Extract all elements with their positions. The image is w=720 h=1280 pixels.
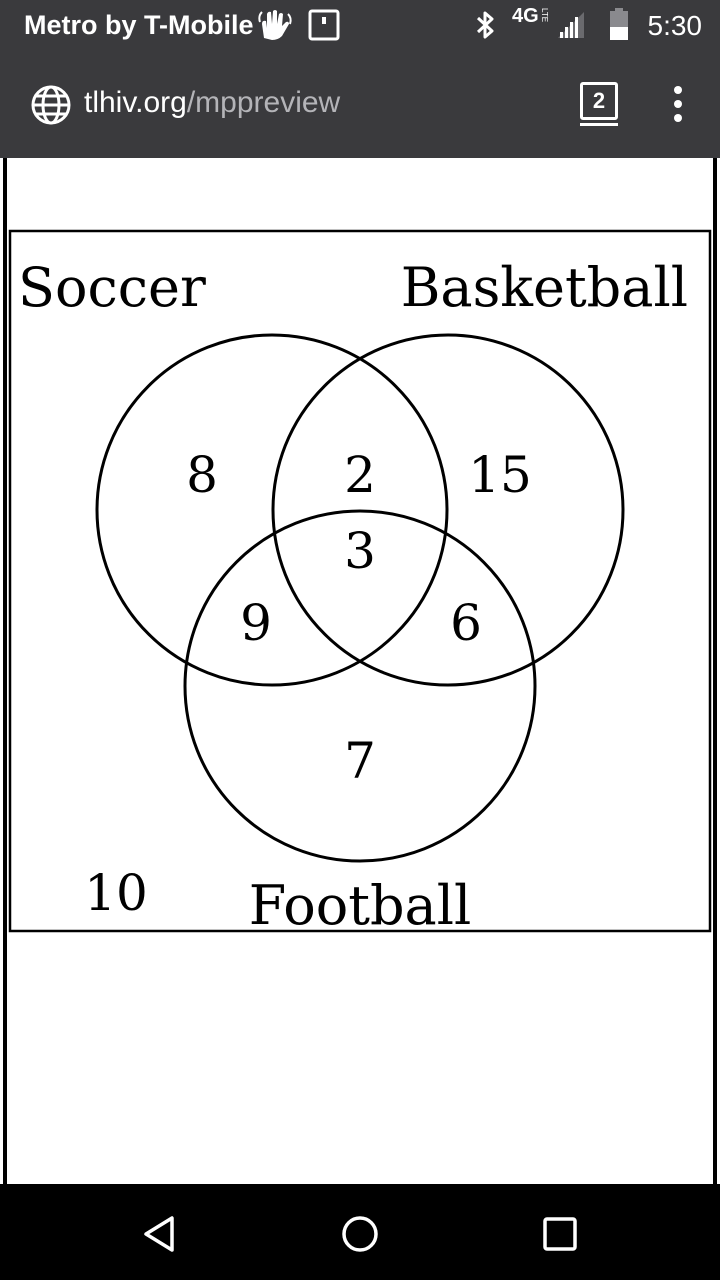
tab-switcher-button[interactable]: 2 <box>580 82 618 120</box>
back-triangle-icon <box>144 1216 174 1252</box>
network-subtype: LTE <box>540 8 549 23</box>
hand-gesture-icon <box>258 10 292 40</box>
universe-box <box>8 229 712 933</box>
page-left-border <box>3 158 7 1184</box>
soccer-circle <box>95 333 449 687</box>
clock: 5:30 <box>647 10 703 41</box>
set-label-basketball: Basketball <box>401 256 688 319</box>
battery-icon <box>610 8 628 40</box>
notification-box-icon <box>308 9 340 41</box>
recents-square-icon <box>543 1217 577 1251</box>
set-label-soccer: Soccer <box>18 256 206 319</box>
venn-diagram: Soccer Basketball Football 8 2 15 3 9 6 … <box>8 229 712 937</box>
region-all-three: 3 <box>344 522 376 580</box>
carrier-name: Metro by T-Mobile <box>24 10 254 40</box>
navigation-bar <box>0 1184 720 1280</box>
network-type: 4G <box>512 5 539 27</box>
bluetooth-icon <box>476 11 494 39</box>
region-soccer-only: 8 <box>186 446 218 504</box>
region-outside: 10 <box>84 864 148 922</box>
recents-button[interactable] <box>532 1206 588 1262</box>
region-basketball-only: 15 <box>468 446 532 504</box>
region-soccer-football: 9 <box>240 594 272 652</box>
region-soccer-basketball: 2 <box>344 446 376 504</box>
browser-toolbar: tlhiv.org/mppreview 2 <box>0 50 720 158</box>
region-basketball-football: 6 <box>450 594 482 652</box>
tab-count: 2 <box>592 88 606 113</box>
football-circle <box>183 509 537 863</box>
region-football-only: 7 <box>344 732 376 790</box>
home-circle-icon <box>342 1216 378 1252</box>
globe-icon[interactable] <box>30 84 72 126</box>
signal-strength-icon <box>558 12 584 38</box>
page-content: Soccer Basketball Football 8 2 15 3 9 6 … <box>0 158 720 1184</box>
url-field[interactable]: tlhiv.org/mppreview <box>84 86 340 120</box>
tab-switcher-underline <box>580 123 618 126</box>
url-path: /mppreview <box>186 86 341 119</box>
basketball-circle <box>271 333 625 687</box>
back-button[interactable] <box>132 1206 188 1262</box>
home-button[interactable] <box>332 1206 388 1262</box>
more-options-icon[interactable] <box>664 84 692 124</box>
url-host: tlhiv.org <box>84 86 187 119</box>
set-label-football: Football <box>249 874 472 937</box>
status-bar: Metro by T-Mobile 4G LTE 5:30 <box>0 0 720 50</box>
page-right-border <box>713 158 717 1184</box>
